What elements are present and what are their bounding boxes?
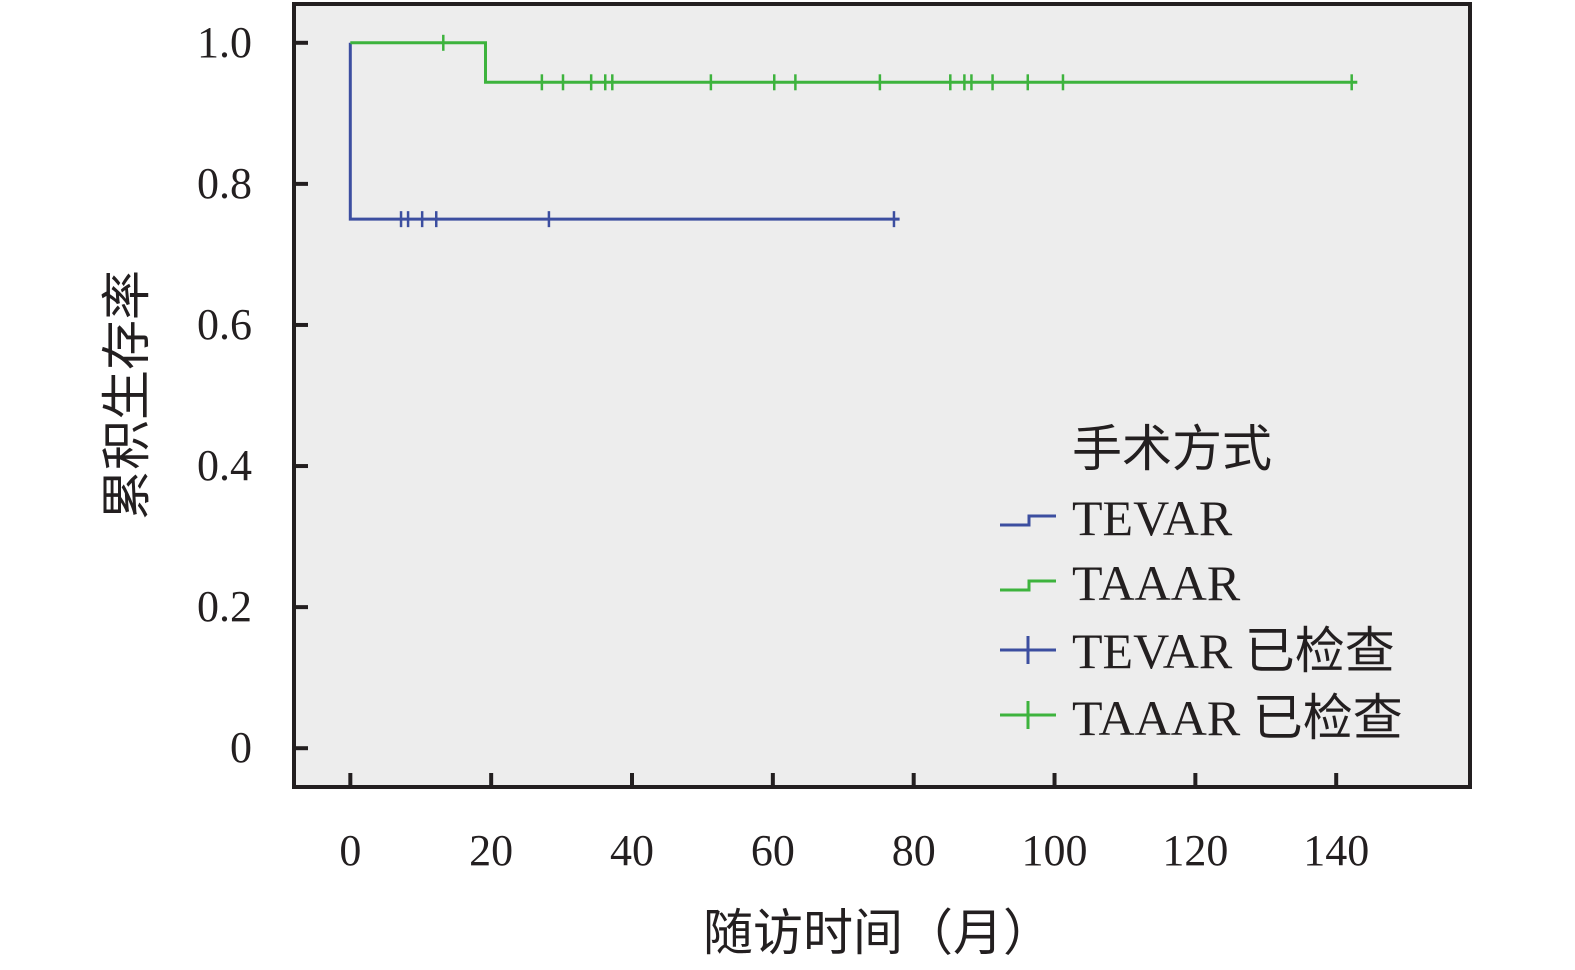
legend-label-tevar: TEVAR bbox=[1072, 490, 1233, 546]
survival-curve-tevar bbox=[348, 42, 900, 221]
legend-label-tevar-censored: TEVAR 已检查 bbox=[1072, 623, 1395, 679]
x-tick-label: 60 bbox=[751, 826, 795, 875]
y-tick-label: 0.4 bbox=[197, 441, 252, 490]
plot-area bbox=[292, 2, 1472, 789]
legend-censor-icon-tevar bbox=[1000, 636, 1056, 664]
x-tick-label: 100 bbox=[1022, 826, 1088, 875]
legend: 手术方式 TEVAR TAAAR TEVAR 已检查 TAAAR 已检查 bbox=[1000, 421, 1403, 746]
x-tick-label: 20 bbox=[469, 826, 513, 875]
censor-marks bbox=[399, 34, 1353, 228]
survival-curves bbox=[348, 41, 1358, 221]
x-tick-label: 80 bbox=[892, 826, 936, 875]
x-tick-label: 120 bbox=[1162, 826, 1228, 875]
legend-censor-icon-taaar bbox=[1000, 701, 1056, 729]
y-axis-title: 累积生存率 bbox=[99, 270, 155, 520]
y-tick-label: 0.8 bbox=[197, 159, 252, 208]
legend-label-taaar: TAAAR bbox=[1072, 555, 1241, 611]
survival-curve-taaar bbox=[350, 41, 1358, 84]
legend-item-tevar: TEVAR bbox=[1000, 490, 1233, 546]
legend-title: 手术方式 bbox=[1072, 421, 1272, 477]
legend-step-icon-tevar bbox=[1000, 514, 1056, 527]
y-tick-label: 0.6 bbox=[197, 300, 252, 349]
x-axis-title: 随访时间（月） bbox=[703, 905, 1053, 961]
y-tick-label: 0 bbox=[230, 723, 252, 772]
tick-labels: 0 20 40 60 80 100 120 140 0 0.2 0.4 0.6 0.8 1.0 bbox=[197, 18, 1369, 875]
legend-item-taaar-censored: TAAAR 已检查 bbox=[1000, 690, 1403, 746]
legend-label-taaar-censored: TAAAR 已检查 bbox=[1072, 690, 1403, 746]
legend-item-taaar: TAAAR bbox=[1000, 555, 1241, 611]
x-tick-label: 0 bbox=[339, 826, 361, 875]
x-tick-label: 140 bbox=[1303, 826, 1369, 875]
legend-step-icon-taaar bbox=[1000, 579, 1056, 592]
y-tick-label: 0.2 bbox=[197, 582, 252, 631]
y-tick-label: 1.0 bbox=[197, 18, 252, 67]
axis-ticks bbox=[294, 40, 1339, 787]
legend-item-tevar-censored: TEVAR 已检查 bbox=[1000, 623, 1395, 679]
x-tick-label: 40 bbox=[610, 826, 654, 875]
